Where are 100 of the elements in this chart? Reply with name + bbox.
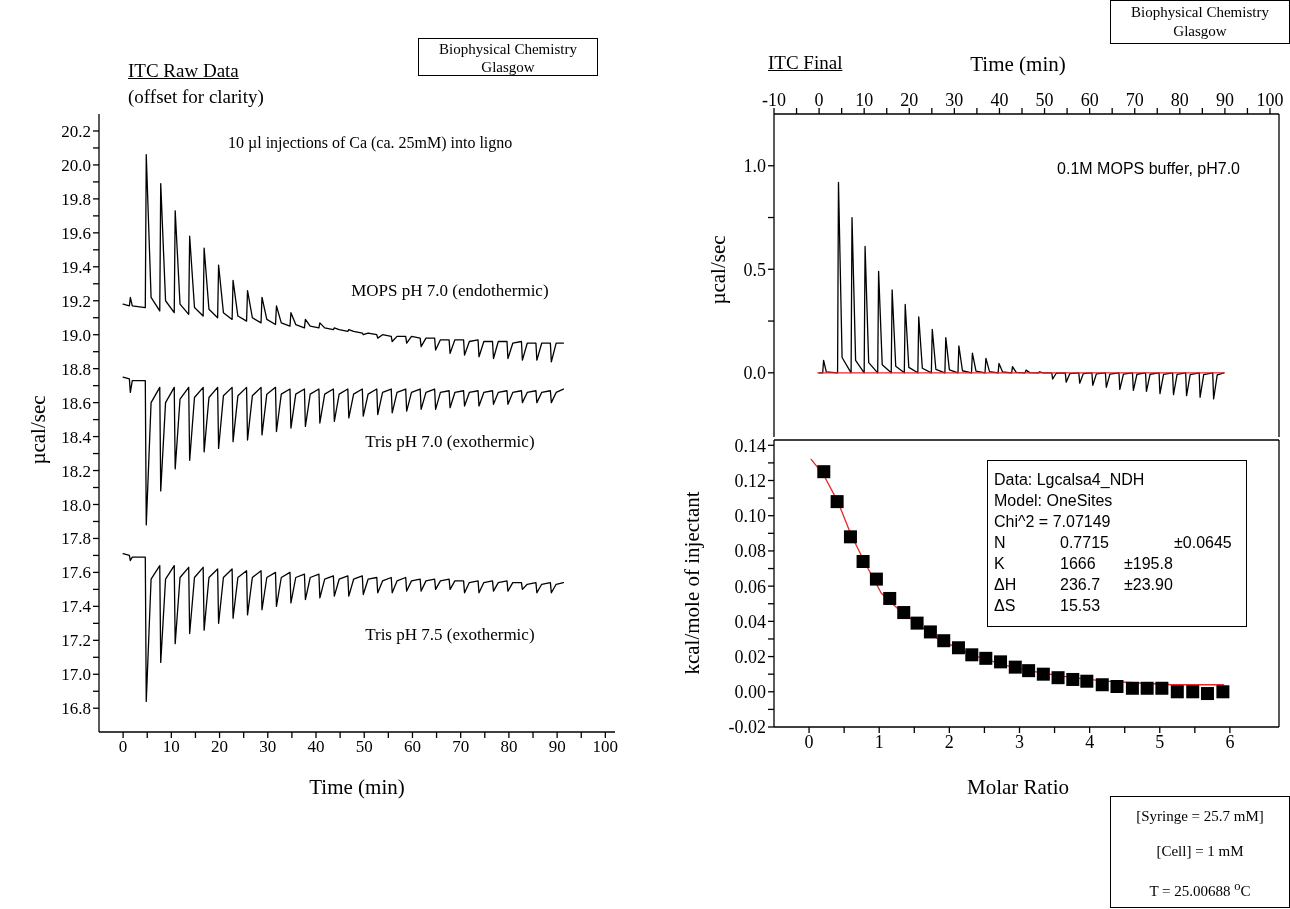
point (965, 648, 979, 662)
x-tick-label: 20 (211, 737, 229, 757)
x-tick-label: 10 (162, 737, 180, 757)
point (1216, 685, 1230, 699)
point (994, 655, 1008, 669)
chart-title: ITC Raw Data (128, 60, 239, 81)
text-box: [Syringe = 25.7 mM] [Cell] = 1 mM T = 25.00688 $^{o}$C (1110, 796, 1290, 908)
point (1036, 667, 1050, 681)
y-tick-label: 0.12 (734, 470, 766, 491)
y-tick-label: 0.10 (734, 506, 766, 527)
x-tick-label: 80 (1170, 90, 1189, 110)
line-series (122, 553, 565, 703)
x-tick-label: 10 (855, 90, 874, 110)
x-tick-label: 0 (804, 731, 814, 752)
point (856, 554, 870, 568)
annotation: Chi^2 = 7.07149 (994, 513, 1111, 530)
point (910, 616, 924, 630)
x-tick-label: 6 (1225, 731, 1235, 752)
x-tick-label: 60 (1080, 90, 1099, 110)
series-label: MOPS pH 7.0 (endothermic) (351, 280, 549, 300)
y-tick-label: 0.00 (734, 682, 766, 703)
annotation: 10 µl injections of Ca (ca. 25mM) into ligno (228, 134, 513, 151)
y-tick-label: 0.5 (743, 259, 766, 280)
y-tick-label: 18.8 (61, 359, 91, 379)
point (1066, 672, 1080, 686)
point (897, 606, 911, 620)
y-tick-label: 19.4 (61, 257, 92, 277)
x-tick-label: 70 (452, 737, 470, 757)
point (937, 634, 951, 648)
y-tick-label: 19.6 (61, 223, 91, 243)
point (883, 591, 897, 605)
point (830, 495, 844, 509)
y-tick-label: 17.0 (61, 665, 91, 685)
series-label: Tris pH 7.0 (exothermic) (365, 431, 535, 451)
x-tick-label: 30 (259, 737, 277, 757)
point (1110, 680, 1124, 693)
point (843, 530, 857, 544)
x-tick-label: -10 (762, 90, 786, 110)
x-tick-label: 100 (592, 737, 619, 757)
x-tick-label: 40 (307, 737, 325, 757)
x-tick-label: 40 (990, 90, 1009, 110)
y-tick-label: 20.2 (61, 122, 91, 142)
chart-title: ITC Final (768, 52, 843, 73)
y-tick-label: 17.8 (61, 529, 91, 549)
x-tick-label: 1 (874, 731, 884, 752)
x-tick-label: 2 (944, 731, 954, 752)
x-tick-label: 100 (1256, 90, 1284, 110)
y-axis-title: kcal/mole of injectant (679, 491, 704, 675)
y-tick-label: 0.08 (734, 541, 766, 562)
y-tick-label: 0.06 (734, 576, 766, 597)
annotation: Data: Lgcalsa4_NDH (994, 471, 1145, 488)
point (1155, 681, 1169, 695)
point (869, 572, 883, 586)
x-axis-title: Molar Ratio (966, 774, 1070, 799)
y-tick-label: 0.14 (734, 435, 766, 456)
x-tick-label: 0 (118, 737, 128, 757)
y-tick-label: 19.0 (61, 325, 91, 345)
x-tick-label: 80 (500, 737, 518, 757)
point (1095, 678, 1109, 692)
annotation: Model: OneSites (994, 492, 1113, 509)
line-series (122, 376, 565, 526)
x-tick-label: 50 (355, 737, 373, 757)
y-tick-label: 18.6 (61, 393, 91, 413)
series-label: Tris pH 7.5 (exothermic) (365, 625, 535, 645)
point (979, 651, 993, 665)
point (817, 465, 831, 479)
x-tick-label: 20 (900, 90, 919, 110)
line-series (122, 154, 565, 363)
point (1008, 660, 1022, 674)
y-tick-label: 17.4 (61, 597, 92, 617)
point (1125, 681, 1139, 695)
x-tick-label: 4 (1085, 731, 1095, 752)
x-axis-title: Time (min) (970, 51, 1066, 76)
point (1186, 685, 1200, 699)
point (1051, 671, 1065, 685)
annotation: 0.1M MOPS buffer, pH7.0 (1057, 160, 1240, 177)
text-box: Biophysical Chemistry Glasgow (1110, 0, 1290, 44)
x-axis-title: Time (min) (309, 774, 405, 799)
y-tick-label: -0.02 (728, 717, 766, 738)
point (951, 641, 965, 655)
y-tick-label: 19.8 (61, 189, 91, 209)
x-tick-label: 50 (1035, 90, 1054, 110)
x-tick-label: 90 (548, 737, 566, 757)
point (1170, 685, 1184, 699)
y-tick-label: 0.04 (734, 611, 766, 632)
x-tick-label: 90 (1215, 90, 1234, 110)
x-tick-label: 0 (814, 90, 824, 110)
text-box: Biophysical Chemistry Glasgow (418, 38, 598, 76)
y-tick-label: 18.4 (61, 427, 92, 447)
y-axis-title: µcal/sec (25, 395, 50, 465)
chart-subtitle: (offset for clarity) (128, 86, 264, 107)
y-tick-label: 17.2 (61, 631, 91, 651)
point (923, 625, 937, 639)
y-tick-label: 0.02 (734, 646, 766, 667)
y-tick-label: 18.2 (61, 461, 91, 481)
y-tick-label: 20.0 (61, 155, 91, 175)
y-tick-label: 17.6 (61, 563, 91, 583)
y-tick-label: 19.2 (61, 291, 91, 311)
y-tick-label: 0.0 (743, 363, 766, 384)
x-tick-label: 3 (1014, 731, 1024, 752)
